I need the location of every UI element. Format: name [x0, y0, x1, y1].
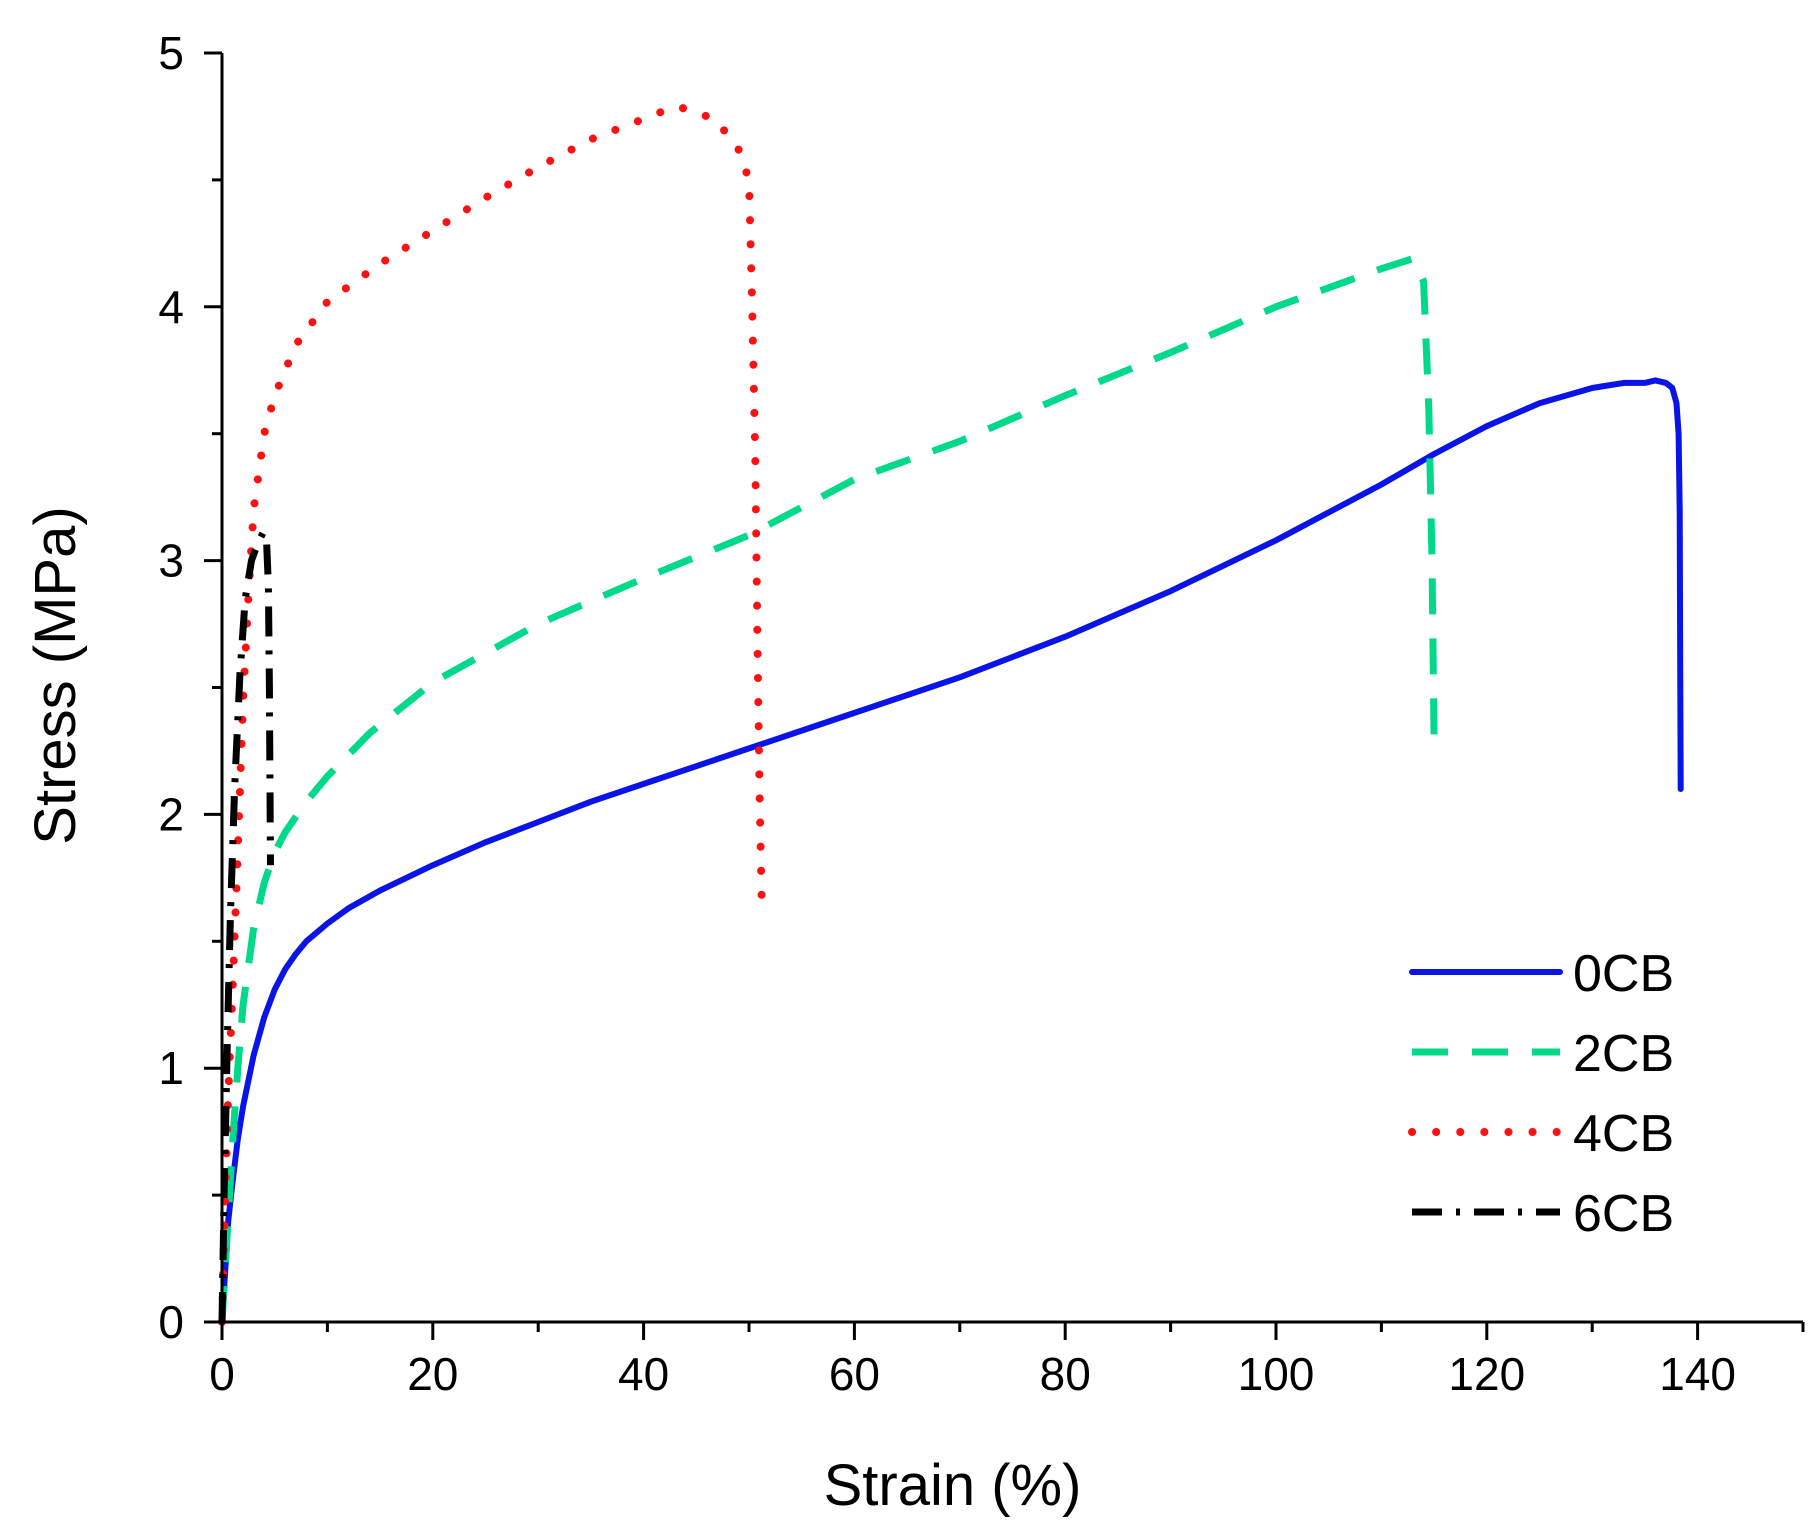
x-tick-label: 100: [1238, 1348, 1315, 1400]
x-ticks: 0 20 40 60 80 100 120 140: [209, 1322, 1805, 1400]
legend: 0CB 2CB 4CB 6CB: [1408, 945, 1674, 1243]
legend-label-4cb: 4CB: [1573, 1105, 1674, 1163]
series-line-2cb: [218, 255, 1438, 1323]
axes-layer: 0 20 40 60 80 100 120 140 0 1 2 3 4 5 Strain (%) Str…: [23, 27, 1805, 1518]
y-tick-label: 3: [158, 535, 184, 587]
series-line-4cb: [218, 102, 766, 1326]
series-line-6cb: [218, 529, 274, 1323]
y-tick-label: 4: [158, 281, 184, 333]
y-ticks: 0 1 2 3 4 5: [158, 27, 222, 1348]
legend-label-2cb: 2CB: [1573, 1025, 1674, 1083]
y-tick-label: 2: [158, 788, 184, 840]
series-layer: [218, 102, 1684, 1326]
x-tick-label: 140: [1659, 1348, 1736, 1400]
series-line-0cb: [219, 377, 1684, 1325]
y-axis-title: Stress (MPa): [23, 506, 88, 844]
legend-label-6cb: 6CB: [1573, 1185, 1674, 1243]
x-tick-label: 120: [1448, 1348, 1525, 1400]
x-axis-title: Strain (%): [824, 1453, 1082, 1518]
x-tick-label: 80: [1040, 1348, 1091, 1400]
x-tick-label: 40: [618, 1348, 669, 1400]
y-tick-label: 5: [158, 27, 184, 79]
x-tick-label: 0: [209, 1348, 235, 1400]
x-tick-label: 20: [407, 1348, 458, 1400]
x-tick-label: 60: [829, 1348, 880, 1400]
y-tick-label: 1: [158, 1042, 184, 1094]
y-tick-label: 0: [158, 1296, 184, 1348]
legend-label-0cb: 0CB: [1573, 945, 1674, 1003]
